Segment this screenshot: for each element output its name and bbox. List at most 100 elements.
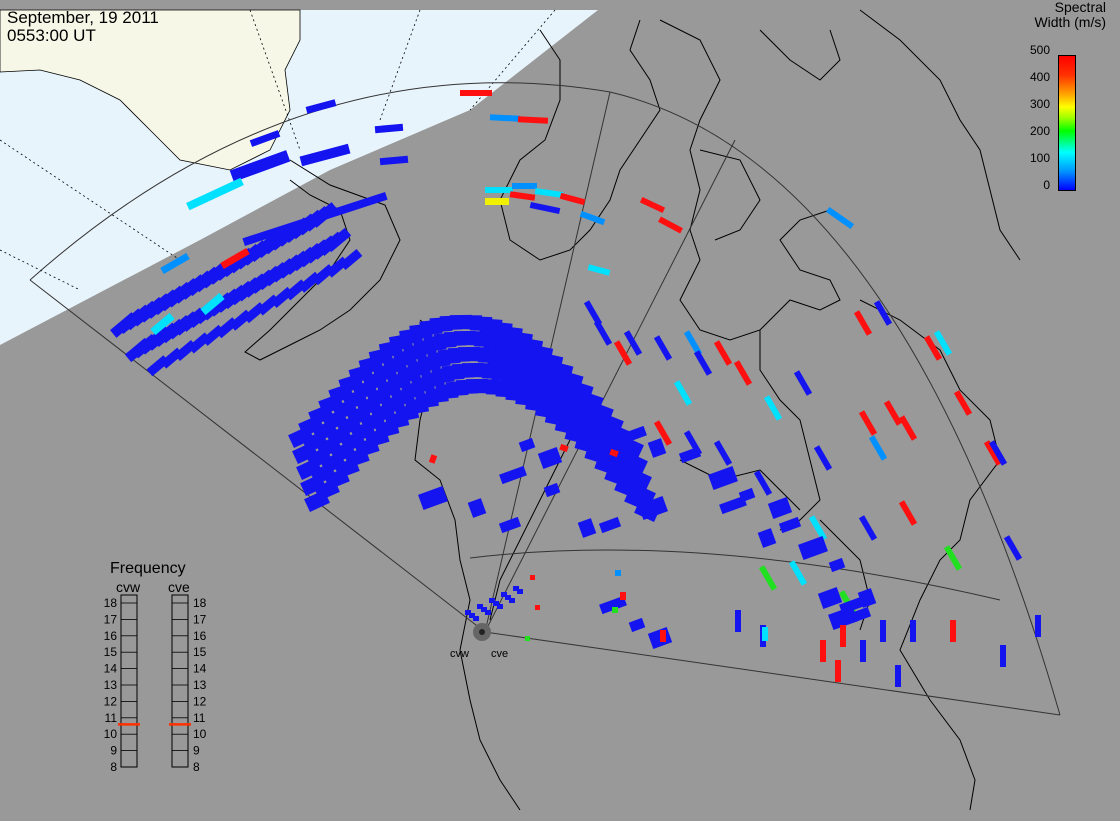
frequency-tick-label: 10 xyxy=(193,727,207,741)
echo-cell xyxy=(583,300,603,326)
echo-cell xyxy=(778,516,802,534)
echo-cell xyxy=(613,340,633,366)
frequency-tick-label: 16 xyxy=(193,629,207,643)
echo-cell xyxy=(530,575,535,580)
echo-cell xyxy=(609,448,619,458)
frequency-tick-label: 8 xyxy=(193,760,200,774)
frequency-left-label: cvw xyxy=(116,579,141,595)
echo-cell xyxy=(840,625,846,647)
echo-cell xyxy=(813,445,833,471)
echo-cell xyxy=(339,248,363,271)
colorbar-title-line2: Width (m/s) xyxy=(1034,14,1106,30)
echo-cell xyxy=(763,395,783,421)
echo-cell xyxy=(623,330,643,356)
echo-cell xyxy=(628,617,646,633)
frequency-tick-label: 12 xyxy=(193,694,207,708)
echo-cell xyxy=(513,586,519,591)
echo-cell xyxy=(150,312,175,336)
echo-cell xyxy=(620,592,626,600)
echo-cell xyxy=(950,620,956,642)
echo-cell xyxy=(469,613,475,618)
echo-cell xyxy=(923,335,943,361)
echo-cell xyxy=(489,598,495,603)
graticule-dotted xyxy=(0,9,556,291)
echo-cell xyxy=(305,99,337,114)
echo-cell xyxy=(498,516,522,534)
echo-cell xyxy=(579,210,606,226)
frequency-tick-label: 11 xyxy=(193,711,206,725)
echo-cell xyxy=(525,636,530,641)
echo-cell xyxy=(798,536,828,560)
site-label-cvw: cvw xyxy=(450,648,469,660)
echo-cell xyxy=(735,610,741,632)
echo-cell xyxy=(658,216,683,234)
colorbar-tick: 0 xyxy=(1043,178,1050,192)
frequency-tick-label: 15 xyxy=(193,645,207,659)
echo-cell xyxy=(485,187,513,193)
echo-cell xyxy=(501,592,507,597)
echo-cell xyxy=(489,114,521,122)
echo-cell xyxy=(828,606,858,630)
date-label: September, 19 2011 xyxy=(7,8,159,27)
echo-cell xyxy=(220,247,250,270)
frequency-box xyxy=(120,594,138,768)
frequency-box xyxy=(171,594,189,768)
echo-cell xyxy=(379,155,409,166)
echo-cell xyxy=(186,177,244,211)
echo-cell xyxy=(615,570,621,576)
echo-cell xyxy=(619,425,647,445)
echo-cell xyxy=(753,470,773,496)
echo-cell xyxy=(559,443,569,453)
echo-cell xyxy=(835,660,841,682)
echo-cell xyxy=(509,191,536,201)
frequency-tick-label: 8 xyxy=(110,760,117,774)
echo-cell xyxy=(639,196,666,214)
echo-cell xyxy=(683,330,703,356)
frequency-tick-label: 18 xyxy=(104,596,118,610)
frequency-tick-label: 18 xyxy=(193,596,207,610)
frequency-tick-label: 15 xyxy=(104,645,118,659)
echo-cell xyxy=(808,515,828,541)
frequency-tick-label: 13 xyxy=(193,678,207,692)
radar-fov-outline xyxy=(29,82,1061,716)
echo-cell xyxy=(485,198,509,205)
echo-cell xyxy=(543,482,561,498)
frequency-tick-label: 17 xyxy=(104,612,118,626)
echo-cell xyxy=(858,410,878,436)
echo-cell xyxy=(599,595,627,615)
echo-cell xyxy=(988,440,1008,466)
echo-cell xyxy=(788,560,808,586)
echo-cell xyxy=(558,407,576,423)
frequency-panel: 18 17 16 15 14 13 12 11 10 9 8 18 17 16 15 14 13 12 11 10 9 8 xyxy=(104,594,207,774)
site-label-cve: cve xyxy=(491,648,509,660)
echo-cell xyxy=(647,438,667,458)
echo-cell xyxy=(858,515,878,541)
echo-cell xyxy=(693,350,713,376)
frequency-tick-label: 13 xyxy=(104,678,118,692)
echo-cell xyxy=(529,201,561,215)
echo-cell xyxy=(559,192,586,206)
echo-cell xyxy=(493,601,499,606)
frequency-tick-label: 14 xyxy=(193,662,207,676)
echo-cell xyxy=(249,130,281,147)
echo-cell xyxy=(460,90,492,96)
echo-cell xyxy=(767,497,793,519)
echo-cell xyxy=(719,495,747,515)
echo-cell xyxy=(299,143,351,167)
echo-cell xyxy=(577,518,597,538)
echo-cell xyxy=(678,446,702,464)
echo-cell xyxy=(505,595,511,600)
frequency-tick-label: 14 xyxy=(104,662,118,676)
echo-cell xyxy=(473,616,479,621)
echo-cell xyxy=(820,640,826,662)
echo-cell xyxy=(229,150,291,182)
colorbar-tick: 300 xyxy=(1029,97,1050,111)
echo-cell xyxy=(758,565,778,591)
echo-cell xyxy=(465,610,471,615)
echo-cell xyxy=(467,498,487,518)
colorbar-title-line1: Spectral xyxy=(1054,0,1106,15)
time-label: 0553:00 UT xyxy=(7,26,96,45)
echo-cell xyxy=(817,587,843,609)
echo-cell xyxy=(898,500,918,526)
